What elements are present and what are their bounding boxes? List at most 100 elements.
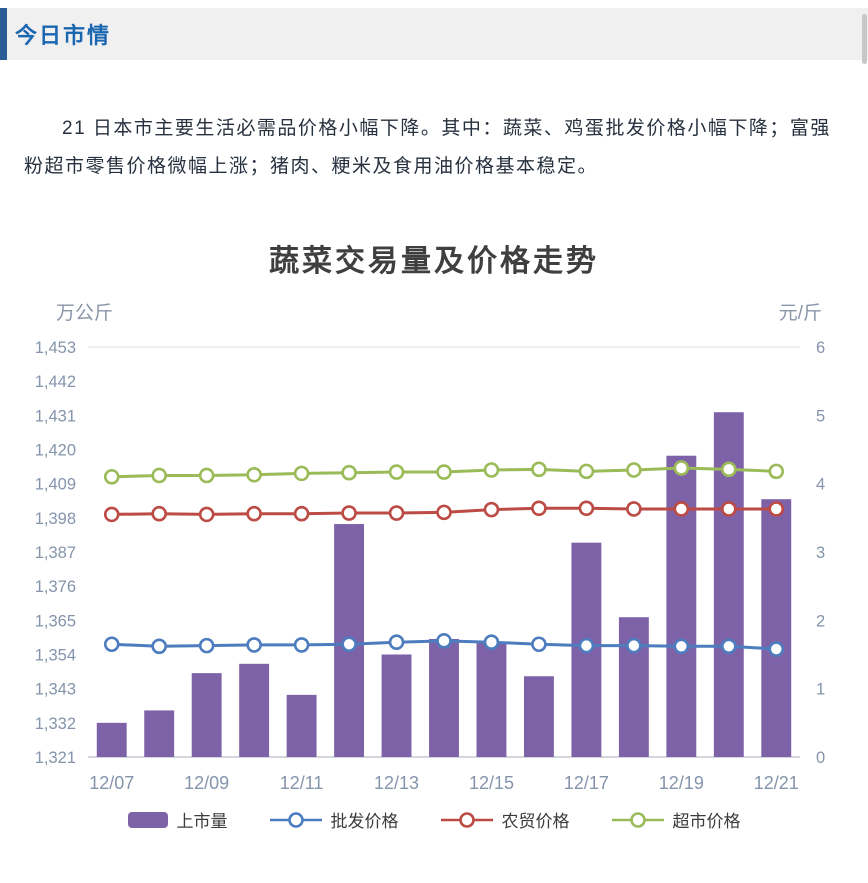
chart-canvas: 1,321 1,332 1,343 1,354 1,365 1,376 1,387 1,398… — [35, 339, 825, 793]
x-tick-label: 12/09 — [184, 773, 229, 793]
supermarket-price-marker — [673, 460, 690, 476]
right-tick-label: 0 — [816, 749, 825, 767]
supermarket-price-marker — [483, 462, 500, 478]
legend-item-farmers-market-price: 农贸价格 — [440, 807, 570, 832]
bar-12/11 — [286, 694, 317, 757]
supermarket-price-marker — [293, 465, 310, 482]
bar-12/09 — [191, 673, 222, 757]
supermarket-price-marker — [151, 467, 167, 484]
scrollbar-thumb[interactable] — [862, 14, 867, 64]
supermarket-price-marker — [246, 466, 262, 483]
farmers-market-price-marker — [531, 500, 547, 517]
left-tick-label: 1,365 — [35, 612, 76, 630]
right-tick-label: 3 — [816, 544, 825, 562]
supermarket-price-marker — [531, 461, 547, 478]
farmers-market-price-marker — [578, 500, 595, 517]
wholesale-price-marker — [436, 633, 452, 649]
farmers-market-price-marker — [768, 501, 785, 517]
supermarket-price-marker — [198, 467, 215, 484]
x-tick-label: 12/07 — [89, 773, 134, 793]
axis-units-row: 万公斤 元/斤 — [0, 280, 868, 325]
left-tick-label: 1,431 — [35, 407, 76, 425]
left-tick-label: 1,376 — [35, 578, 76, 596]
farmers-market-price-marker — [198, 506, 215, 523]
bar-12/19 — [666, 455, 697, 757]
right-axis-unit-label: 元/斤 — [778, 303, 822, 324]
page: 今日市情 21 日本市主要生活必需品价格小幅下降。其中：蔬菜、鸡蛋批发价格小幅下… — [0, 8, 868, 832]
farmers-market-price-marker — [341, 505, 357, 521]
legend-label-supermarket-price: 超市价格 — [672, 812, 741, 831]
left-tick-label: 1,420 — [35, 442, 76, 460]
wholesale-price-marker — [626, 637, 642, 654]
legend-line-swatch-wholesale-price — [269, 811, 322, 828]
legend-bar-swatch — [127, 811, 168, 828]
farmers-market-price-marker — [151, 505, 167, 522]
legend-item-supermarket-price: 超市价格 — [611, 807, 741, 832]
intro-paragraph: 21 日本市主要生活必需品价格小幅下降。其中：蔬菜、鸡蛋批发价格小幅下降；富强粉… — [24, 118, 831, 177]
right-tick-label: 6 — [816, 339, 825, 357]
legend-label-wholesale-price: 批发价格 — [330, 812, 399, 831]
bar-12/15 — [476, 642, 507, 757]
farmers-market-price-line — [103, 500, 785, 523]
supermarket-price-marker — [578, 463, 595, 480]
left-tick-label: 1,453 — [35, 339, 76, 357]
chart-title: 蔬菜交易量及价格走势 — [269, 245, 599, 278]
supermarket-price-marker — [768, 463, 785, 480]
wholesale-price-marker — [578, 637, 595, 654]
legend-item-wholesale-price: 批发价格 — [269, 807, 399, 832]
supermarket-price-marker — [388, 464, 405, 480]
left-tick-label: 1,442 — [35, 373, 76, 391]
wholesale-price-marker — [246, 637, 262, 653]
left-tick-label: 1,321 — [35, 749, 76, 767]
wholesale-price-marker — [151, 638, 167, 655]
x-tick-label: 12/11 — [280, 773, 324, 793]
bar-12/16 — [523, 676, 554, 757]
wholesale-price-marker — [388, 634, 405, 651]
chart-legend: 上市量 批发价格 农贸价格 超市价格 — [0, 807, 868, 832]
supermarket-price-marker — [341, 464, 357, 481]
wholesale-price-marker — [341, 636, 357, 653]
x-tick-label: 12/13 — [374, 773, 419, 793]
farmers-market-price-marker — [103, 506, 120, 523]
legend-label-volume: 上市量 — [176, 812, 228, 831]
supermarket-price-marker — [626, 462, 642, 478]
left-tick-label: 1,387 — [35, 544, 76, 562]
wholesale-price-line — [103, 633, 785, 657]
left-tick-label: 1,332 — [35, 715, 76, 733]
supermarket-price-line — [103, 460, 785, 485]
left-tick-label: 1,354 — [35, 647, 76, 665]
wholesale-price-marker — [673, 638, 690, 655]
x-tick-label: 12/19 — [659, 773, 704, 793]
right-tick-label: 1 — [816, 681, 825, 699]
chart-section: 蔬菜交易量及价格走势 万公斤 元/斤 1,321 1,332 1,343 1,354 1… — [0, 236, 868, 832]
wholesale-price-marker — [293, 637, 310, 653]
farmers-market-price-marker — [436, 504, 452, 521]
left-tick-label: 1,343 — [35, 681, 76, 699]
legend-line-swatch-supermarket-price — [611, 811, 664, 828]
bar-12/08 — [144, 710, 175, 757]
supermarket-price-marker — [436, 464, 452, 480]
bar-12/10 — [239, 663, 270, 757]
right-tick-label: 5 — [816, 407, 825, 425]
section-title: 今日市情 — [15, 23, 112, 48]
right-tick-label: 4 — [816, 476, 825, 494]
x-tick-label: 12/21 — [754, 773, 799, 793]
legend-label-farmers-market-price: 农贸价格 — [501, 812, 570, 831]
wholesale-price-marker — [768, 641, 785, 657]
farmers-market-price-marker — [293, 505, 310, 522]
x-axis-labels: 12/07 12/09 12/11 12/13 12/15 12/17 12/19 12/21 — [89, 773, 799, 793]
left-axis-ticks: 1,321 1,332 1,343 1,354 1,365 1,376 1,387 1,398… — [35, 339, 76, 767]
bar-12/07 — [96, 722, 127, 757]
farmers-market-price-marker — [626, 501, 642, 517]
farmers-market-price-marker — [388, 505, 405, 521]
x-tick-label: 12/17 — [564, 773, 609, 793]
x-tick-label: 12/15 — [469, 773, 514, 793]
bar-12/14 — [429, 638, 459, 757]
header-accent-bar — [0, 8, 7, 60]
wholesale-price-marker — [720, 638, 737, 655]
farmers-market-price-marker — [720, 501, 737, 517]
right-axis-ticks: 0 1 2 3 4 5 6 — [816, 339, 825, 767]
left-tick-label: 1,398 — [35, 510, 76, 528]
section-header: 今日市情 — [0, 8, 868, 64]
farmers-market-price-marker — [246, 505, 262, 522]
